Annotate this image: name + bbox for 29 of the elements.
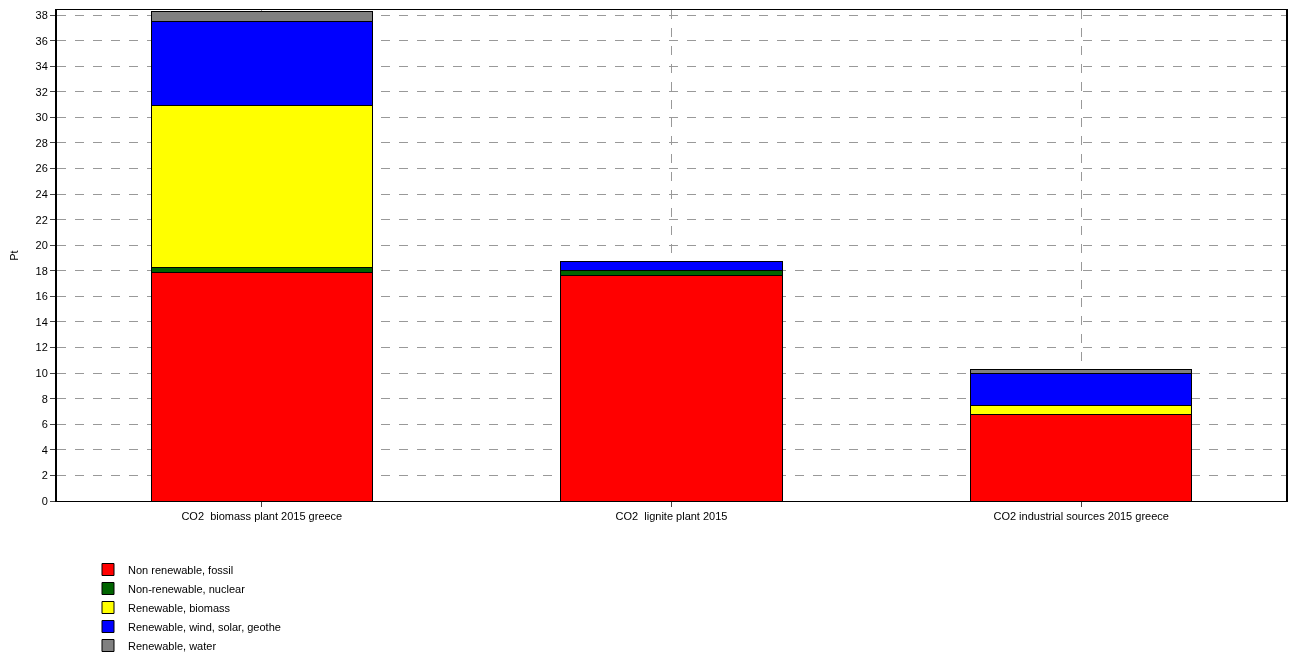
legend-label: Non renewable, fossil — [128, 563, 234, 576]
x-tick-label: CO2 industrial sources 2015 greece — [993, 510, 1169, 523]
y-tick-label: 38 — [35, 8, 48, 21]
y-tick-label: 36 — [35, 34, 48, 47]
y-tick-label: 34 — [35, 60, 48, 73]
y-tick-label: 26 — [35, 162, 48, 175]
y-tick-label: 22 — [35, 213, 48, 226]
legend-label: Renewable, biomass — [128, 601, 231, 614]
y-tick-label: 2 — [41, 469, 48, 482]
y-tick-label: 0 — [41, 494, 48, 507]
y-tick-label: 28 — [35, 136, 48, 149]
y-tick-label: 30 — [35, 111, 48, 124]
legend-label: Non-renewable, nuclear — [128, 582, 246, 595]
y-axis-title: Pt — [7, 250, 20, 261]
y-tick-label: 4 — [41, 443, 48, 456]
legend-label: Renewable, water — [128, 639, 217, 652]
y-tick-label: 12 — [35, 341, 48, 354]
y-tick-label: 14 — [35, 315, 48, 328]
y-tick-label: 16 — [35, 290, 48, 303]
y-tick-label: 6 — [41, 418, 48, 431]
x-tick-label: CO2 lignite plant 2015 — [615, 510, 728, 523]
y-tick-label: 24 — [35, 187, 48, 200]
y-tick-label: 20 — [35, 239, 48, 252]
y-tick-label: 8 — [41, 392, 48, 405]
y-tick-label: 18 — [35, 264, 48, 277]
legend-label: Renewable, wind, solar, geothe — [128, 620, 281, 633]
y-tick-label: 32 — [35, 85, 48, 98]
y-tick-label: 10 — [35, 366, 48, 379]
x-tick-label: CO2 biomass plant 2015 greece — [181, 510, 343, 523]
